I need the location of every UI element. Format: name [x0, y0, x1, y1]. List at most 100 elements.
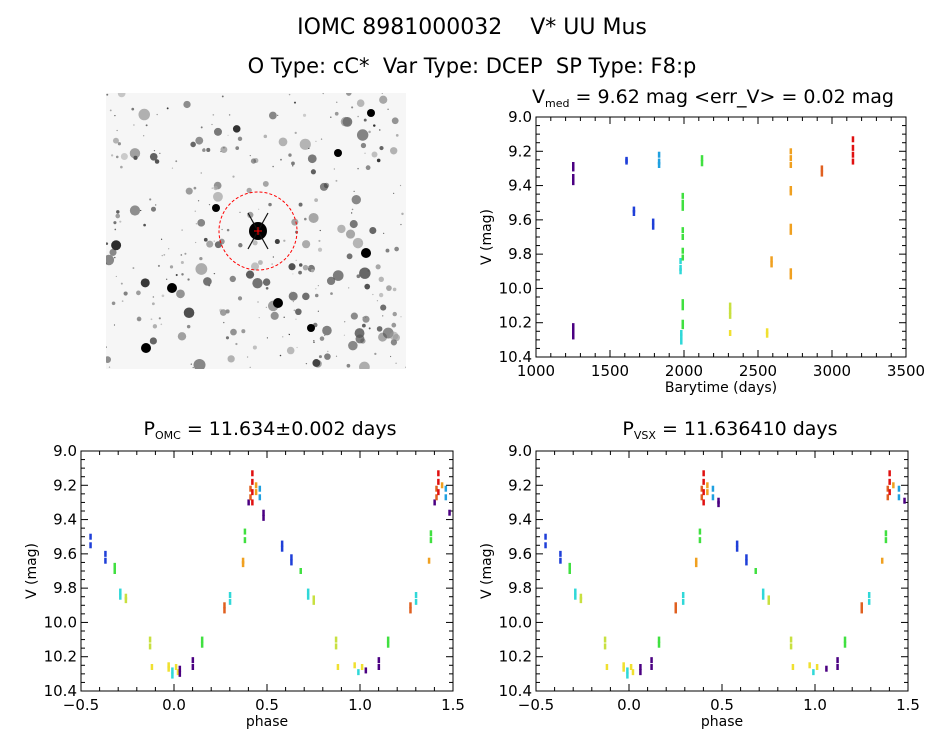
data-point	[605, 664, 609, 670]
data-point	[679, 264, 682, 271]
data-point	[251, 499, 254, 506]
data-point	[711, 485, 715, 492]
star	[249, 154, 251, 157]
data-point	[251, 489, 254, 496]
star	[117, 142, 121, 146]
star	[129, 148, 141, 159]
data-point	[728, 312, 732, 319]
data-point	[572, 328, 575, 335]
data-point	[681, 247, 685, 254]
data-point	[681, 323, 685, 330]
data-point	[191, 664, 195, 670]
star	[114, 228, 117, 231]
data-point	[386, 641, 390, 648]
star	[180, 260, 184, 264]
star	[293, 101, 296, 104]
data-point	[568, 562, 571, 569]
star	[219, 309, 227, 316]
star	[237, 296, 243, 301]
data-point	[444, 485, 448, 492]
star	[347, 287, 350, 289]
star	[213, 240, 215, 242]
data-point	[386, 636, 390, 643]
header-subtitle: O Type: cC* Var Type: DCEP SP Type: F8:p	[247, 54, 697, 78]
data-point	[812, 669, 815, 676]
star	[293, 309, 296, 312]
star	[237, 136, 243, 142]
y-tick-label: 9.0	[508, 442, 532, 460]
star	[111, 301, 116, 306]
star	[346, 363, 351, 368]
star	[221, 95, 224, 98]
star	[165, 278, 168, 280]
star	[381, 92, 383, 94]
data-point	[572, 323, 575, 330]
x-tick-label: 2500	[739, 362, 777, 380]
star	[320, 138, 323, 140]
data-point	[377, 664, 381, 670]
star	[294, 131, 297, 134]
data-point	[167, 662, 170, 669]
star	[359, 267, 371, 279]
data-point	[728, 330, 732, 336]
star	[265, 286, 269, 290]
data-point	[745, 559, 748, 566]
data-point	[761, 588, 765, 595]
data-point	[681, 319, 685, 326]
lightcurve-plot: 1000 1500 2000 2500 3000 3500 9.0 9.2 9.4 9.6 9.8 1…	[479, 108, 925, 396]
data-point	[200, 636, 204, 643]
x-axis-label: phase	[246, 714, 288, 730]
star	[301, 240, 311, 249]
star	[195, 263, 208, 275]
plot-frame	[535, 450, 909, 692]
data-point	[559, 550, 562, 557]
data-point	[888, 478, 891, 485]
y-tick-label: 10.4	[499, 682, 532, 700]
star	[312, 359, 321, 367]
star	[265, 306, 268, 308]
y-tick-label: 9.8	[53, 579, 77, 597]
data-point	[767, 595, 770, 602]
star	[362, 315, 370, 323]
star	[258, 316, 260, 319]
star	[140, 278, 150, 288]
star	[319, 336, 325, 341]
star	[308, 212, 319, 223]
data-point	[572, 333, 575, 340]
star	[149, 198, 152, 201]
star	[235, 146, 240, 150]
data-point	[104, 557, 107, 564]
data-point	[702, 489, 705, 496]
star	[298, 270, 302, 275]
star	[392, 287, 397, 292]
data-point	[178, 665, 182, 672]
data-point	[603, 636, 607, 643]
star	[399, 184, 402, 187]
data-point	[702, 478, 705, 485]
data-point	[867, 598, 871, 605]
star	[277, 114, 279, 117]
plot-frame	[80, 450, 454, 692]
star	[249, 366, 251, 368]
star	[302, 292, 310, 301]
star	[382, 315, 384, 317]
data-point	[334, 636, 338, 643]
star	[252, 345, 257, 350]
star	[158, 317, 161, 320]
phase-vsx-plot: −0.5 0.0 0.5 1.0 1.5 9.0 9.2 9.4 9.6 9.8 10.0 10.2 1…	[479, 442, 920, 730]
data-point	[681, 192, 685, 199]
star	[391, 117, 399, 125]
star	[361, 323, 366, 328]
star	[298, 263, 303, 267]
star	[136, 316, 142, 322]
y-tick-label: 9.6	[53, 545, 77, 563]
data-point	[700, 155, 704, 162]
data-point	[435, 494, 438, 501]
star	[387, 108, 389, 110]
data-point	[241, 557, 245, 564]
star	[103, 254, 115, 266]
star	[114, 114, 116, 117]
star	[351, 106, 354, 109]
x-tick-label: −0.5	[63, 696, 99, 714]
star	[344, 321, 346, 323]
